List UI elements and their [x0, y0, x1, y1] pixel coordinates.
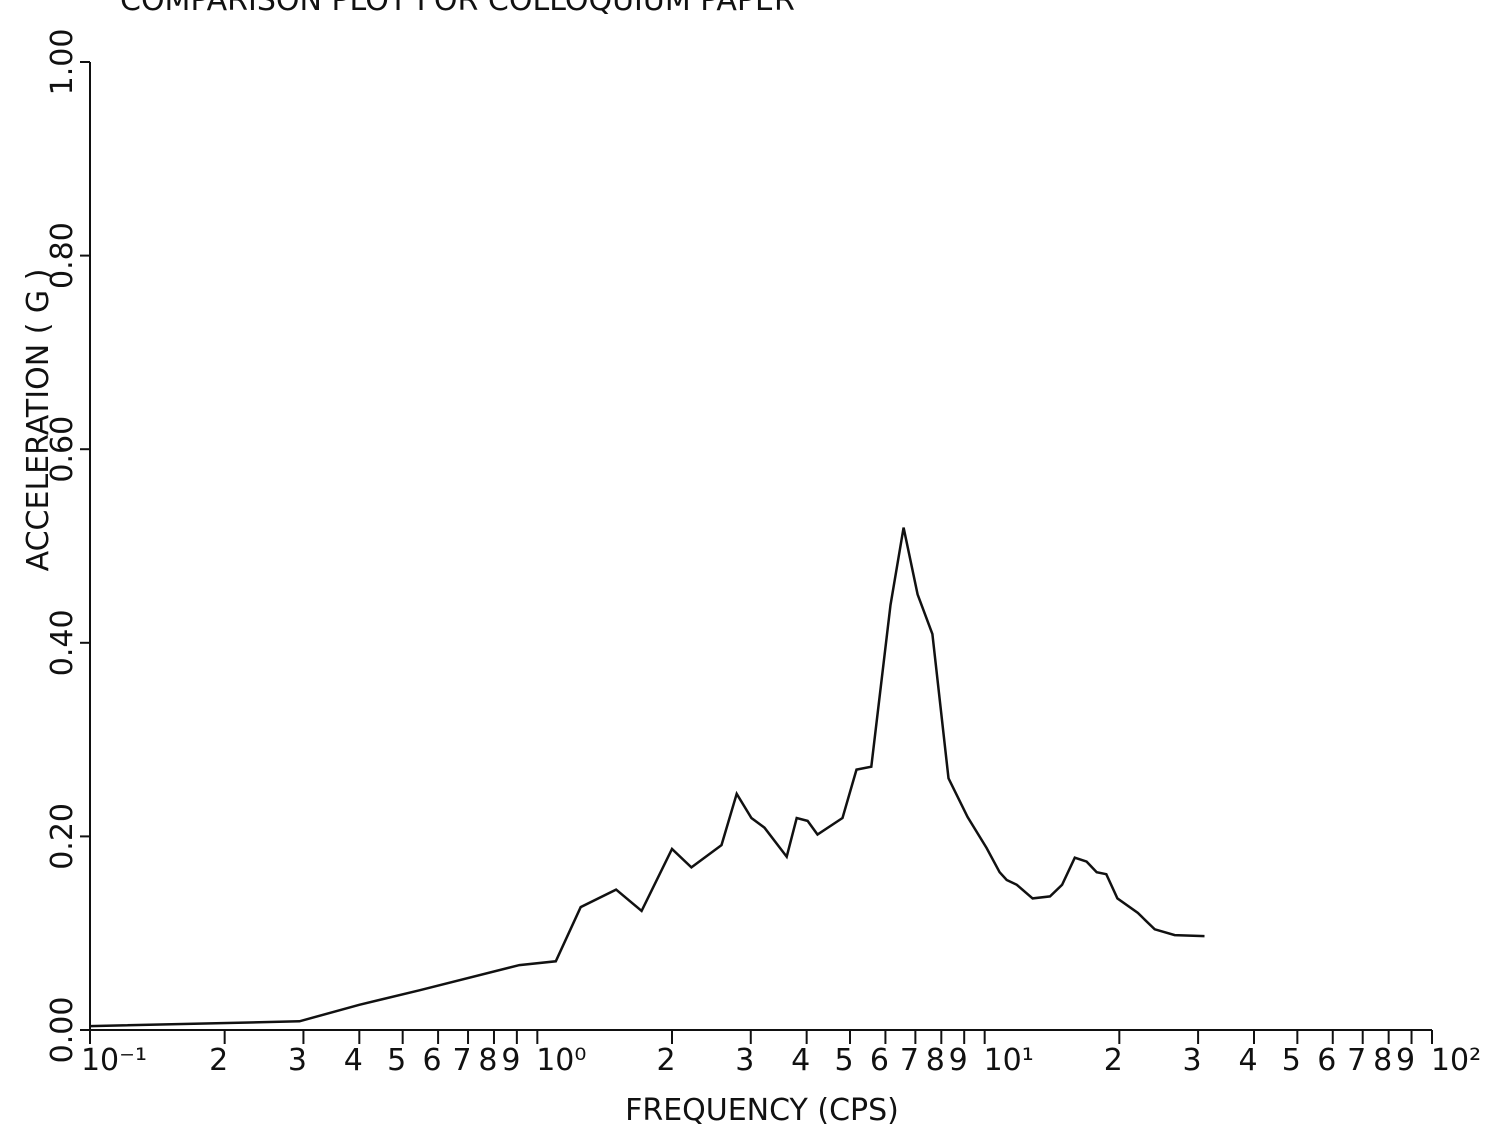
x-tick-label: 6	[1317, 1043, 1336, 1078]
x-tick-label: 10⁰	[536, 1043, 586, 1078]
x-tick-label: 7	[900, 1043, 919, 1078]
x-tick-label: 8	[478, 1043, 497, 1078]
x-tick-label: 2	[1104, 1043, 1123, 1078]
y-tick-label: 1.00	[45, 29, 80, 96]
x-tick-label: 3	[288, 1043, 307, 1078]
data-line	[89, 527, 1205, 1028]
x-tick-label: 5	[387, 1043, 406, 1078]
x-tick-label: 9	[501, 1043, 520, 1078]
x-tick-label: 10²	[1431, 1043, 1481, 1078]
chart-title: COMPARISON PLOT FOR COLLOQUIUM PAPER	[120, 0, 795, 18]
x-tick-label: 3	[1183, 1043, 1202, 1078]
x-tick-label: 6	[423, 1043, 442, 1078]
x-tick-label: 5	[1282, 1043, 1301, 1078]
y-tick-label: 0.60	[45, 416, 80, 483]
x-tick-label: 6	[870, 1043, 889, 1078]
x-tick-label: 4	[1238, 1043, 1257, 1078]
x-tick-label: 3	[735, 1043, 754, 1078]
x-tick-label: 2	[656, 1043, 675, 1078]
y-tick-label: 0.20	[45, 803, 80, 870]
y-tick-label: 0.00	[45, 997, 80, 1064]
x-tick-label: 10¹	[984, 1043, 1034, 1078]
y-tick-label: 0.40	[45, 609, 80, 676]
x-tick-label: 10⁻¹	[81, 1043, 147, 1078]
y-tick-label: 0.80	[45, 222, 80, 289]
x-tick-label: 7	[452, 1043, 471, 1078]
y-axis-label: ACCELERATION ( G )	[21, 269, 56, 572]
x-tick-label: 9	[1396, 1043, 1415, 1078]
x-tick-label: 8	[926, 1043, 945, 1078]
x-tick-label: 7	[1347, 1043, 1366, 1078]
x-tick-label: 8	[1373, 1043, 1392, 1078]
x-tick-label: 2	[209, 1043, 228, 1078]
x-tick-label: 9	[949, 1043, 968, 1078]
x-tick-label: 4	[791, 1043, 810, 1078]
x-tick-label: 4	[344, 1043, 363, 1078]
x-axis-label: FREQUENCY (CPS)	[625, 1093, 899, 1128]
x-tick-label: 5	[834, 1043, 853, 1078]
